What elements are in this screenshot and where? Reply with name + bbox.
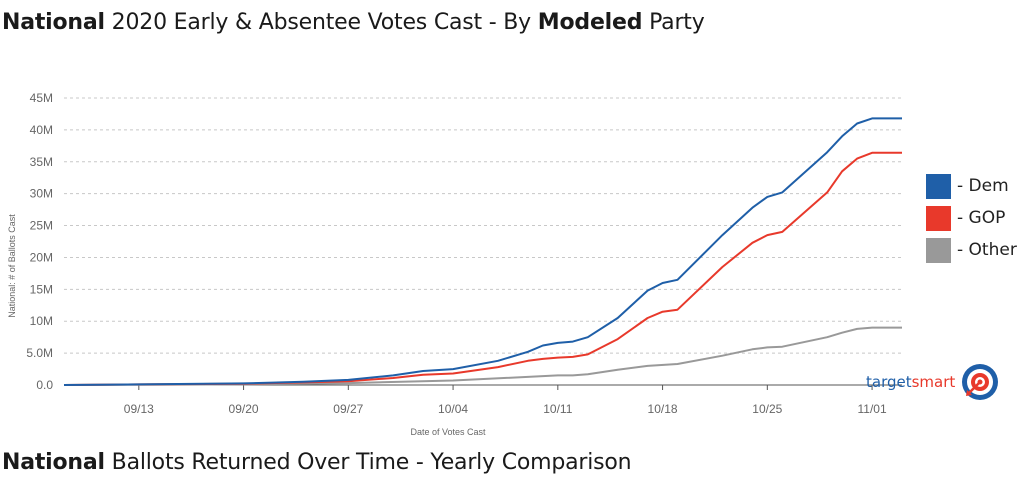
legend-item: - Other bbox=[926, 234, 1017, 266]
legend-swatch bbox=[926, 237, 951, 263]
y-tick-label: 5.0M bbox=[26, 346, 53, 360]
chart-title: National 2020 Early & Absentee Votes Cas… bbox=[2, 10, 705, 35]
y-tick-label: 10M bbox=[30, 314, 53, 328]
section-title: National Ballots Returned Over Time - Ye… bbox=[2, 450, 632, 475]
y-tick-label: 20M bbox=[30, 250, 53, 264]
series-line bbox=[63, 117, 902, 386]
y-axis-label: National: # of Ballots Cast bbox=[7, 214, 17, 318]
title-text: 2020 Early & Absentee Votes Cast - By bbox=[104, 10, 538, 35]
x-tick-label: 09/13 bbox=[124, 402, 154, 416]
x-tick-label: 09/20 bbox=[229, 402, 259, 416]
series-line bbox=[63, 151, 902, 386]
title-bold: National bbox=[2, 10, 105, 35]
y-tick-label: 30M bbox=[30, 187, 53, 201]
series-line bbox=[63, 326, 902, 386]
legend-item: - GOP bbox=[926, 202, 1017, 234]
title-bold-2: Modeled bbox=[537, 10, 643, 35]
section-title-bold: National bbox=[2, 450, 105, 475]
y-tick-label: 15M bbox=[30, 282, 53, 296]
y-tick-label: 40M bbox=[30, 123, 53, 137]
target-icon bbox=[962, 364, 999, 400]
x-tick-label: 11/01 bbox=[858, 402, 887, 416]
x-tick-label: 10/04 bbox=[438, 402, 468, 416]
section-title-text: Ballots Returned Over Time - Yearly Comp… bbox=[104, 450, 632, 475]
legend-swatch bbox=[926, 173, 951, 199]
legend: - Dem - GOP - Other bbox=[926, 170, 1017, 266]
y-tick-label: 25M bbox=[30, 219, 53, 233]
brand-name: targetsmart bbox=[866, 373, 956, 391]
legend-label: - GOP bbox=[957, 208, 1006, 228]
title-text-2: Party bbox=[642, 10, 705, 35]
y-tick-label: 35M bbox=[30, 155, 53, 169]
x-axis-label: Date of Votes Cast bbox=[410, 427, 486, 437]
x-tick-label: 09/27 bbox=[333, 402, 363, 416]
y-tick-label: 45M bbox=[30, 91, 53, 105]
x-tick-label: 10/11 bbox=[543, 402, 572, 416]
y-tick-label: 0.0 bbox=[36, 378, 53, 392]
brand-logo: targetsmart bbox=[866, 363, 999, 401]
legend-item: - Dem bbox=[926, 170, 1017, 202]
x-tick-label: 10/18 bbox=[648, 402, 678, 416]
legend-swatch bbox=[926, 205, 951, 231]
legend-label: - Dem bbox=[957, 176, 1009, 196]
legend-label: - Other bbox=[957, 240, 1017, 260]
x-tick-label: 10/25 bbox=[752, 402, 782, 416]
